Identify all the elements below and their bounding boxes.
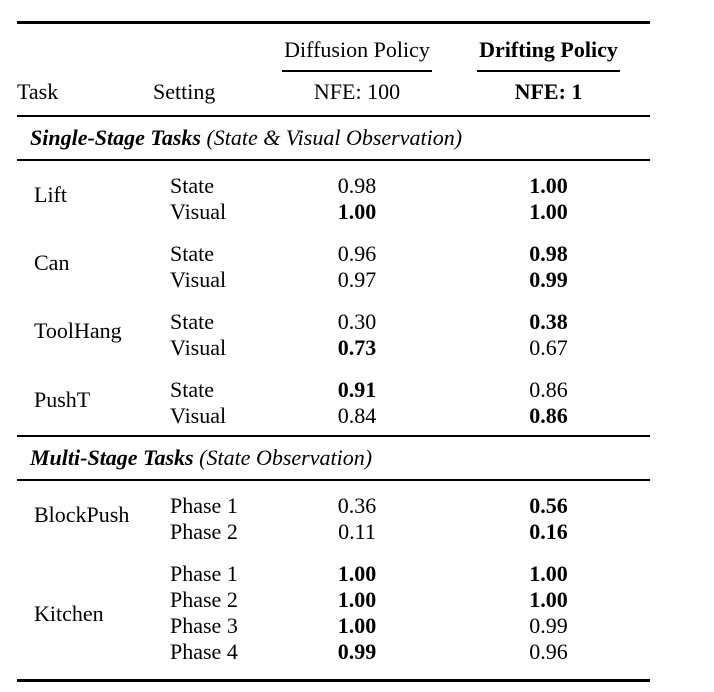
- task-label: Can: [34, 250, 70, 275]
- setting-label: Visual: [170, 199, 227, 224]
- results-table: Diffusion Policy Drifting Policy Task Se…: [17, 21, 650, 682]
- diffusion-value: 1.00: [337, 199, 377, 224]
- task-label: Lift: [34, 182, 67, 207]
- task-label: ToolHang: [34, 318, 122, 343]
- diffusion-value: 0.73: [337, 335, 377, 360]
- drifting-value: 1.00: [529, 561, 568, 586]
- table-row: Phase 2 1.00 1.00: [17, 587, 650, 613]
- table-row: Visual 1.00 1.00: [17, 199, 650, 229]
- col-header-task: Task: [17, 72, 153, 117]
- drifting-policy-title: Drifting Policy: [477, 37, 620, 72]
- drifting-value: 0.86: [529, 377, 568, 402]
- col-header-nfe-100: NFE: 100: [267, 72, 447, 117]
- header-spacer: [17, 23, 267, 73]
- diffusion-value: 1.00: [337, 613, 377, 638]
- drifting-value: 1.00: [529, 199, 568, 224]
- table-row: Visual 0.97 0.99: [17, 267, 650, 297]
- setting-label: Phase 4: [170, 639, 238, 664]
- section-header-single-stage: Single-Stage Tasks (State & Visual Obser…: [17, 116, 650, 161]
- setting-label: State: [170, 309, 214, 334]
- col-header-nfe-1: NFE: 1: [447, 72, 650, 117]
- section-title: Single-Stage Tasks: [30, 125, 201, 150]
- task-group-kitchen: Kitchen Phase 1 1.00 1.00 Phase 2 1.00 1…: [17, 549, 650, 681]
- diffusion-value: 0.96: [337, 241, 377, 266]
- col-header-diffusion-policy: Diffusion Policy: [267, 23, 447, 72]
- table-row: BlockPush Phase 1 0.36 0.56: [17, 480, 650, 527]
- diffusion-value: 0.91: [337, 377, 377, 402]
- drifting-value: 1.00: [529, 173, 568, 198]
- diffusion-value: 0.98: [337, 173, 377, 198]
- results-table-wrapper: Diffusion Policy Drifting Policy Task Se…: [17, 21, 650, 682]
- table-row: Phase 2 0.11 0.16: [17, 519, 650, 549]
- diffusion-value: 0.97: [337, 267, 377, 292]
- diffusion-value: 1.00: [337, 587, 377, 612]
- setting-label: Visual: [170, 267, 227, 292]
- setting-label: State: [170, 173, 214, 198]
- policy-header-row: Diffusion Policy Drifting Policy: [17, 23, 650, 73]
- drifting-value: 0.96: [529, 639, 568, 664]
- diffusion-value: 0.30: [337, 309, 377, 334]
- setting-label: Visual: [170, 335, 227, 360]
- drifting-value: 0.99: [529, 613, 568, 638]
- table-row: Visual 0.73 0.67: [17, 335, 650, 365]
- col-header-drifting-policy: Drifting Policy: [447, 23, 650, 72]
- drifting-value: 0.56: [529, 493, 568, 518]
- section-header-text: Multi-Stage Tasks (State Observation): [17, 435, 650, 481]
- section-header-multi-stage: Multi-Stage Tasks (State Observation): [17, 435, 650, 481]
- table-row: ToolHang State 0.30 0.38: [17, 297, 650, 343]
- setting-label: Phase 2: [170, 587, 238, 612]
- setting-label: Phase 2: [170, 519, 238, 544]
- section-single-stage: Single-Stage Tasks (State & Visual Obser…: [17, 116, 650, 161]
- setting-label: Visual: [170, 403, 227, 428]
- setting-label: Phase 3: [170, 613, 238, 638]
- diffusion-policy-title: Diffusion Policy: [282, 37, 432, 72]
- table-row: Phase 3 1.00 0.99: [17, 613, 650, 639]
- drifting-value: 0.86: [529, 403, 568, 428]
- table-row: Can State 0.96 0.98: [17, 229, 650, 275]
- table-row: PushT State 0.91 0.86: [17, 365, 650, 412]
- drifting-value: 0.98: [529, 241, 568, 266]
- subheader-row: Task Setting NFE: 100 NFE: 1: [17, 72, 650, 117]
- task-group-lift: Lift State 0.98 1.00 Visual 1.00 1.00: [17, 160, 650, 229]
- section-subtitle: (State & Visual Observation): [206, 125, 463, 150]
- drifting-value: 0.16: [529, 519, 568, 544]
- task-label: BlockPush: [34, 502, 130, 527]
- diffusion-value: 0.36: [337, 493, 377, 518]
- table-row: Phase 4 0.99 0.96: [17, 639, 650, 681]
- diffusion-value: 0.11: [338, 519, 376, 544]
- drifting-value: 0.67: [529, 335, 568, 360]
- section-multi-stage: Multi-Stage Tasks (State Observation): [17, 435, 650, 481]
- table-header: Diffusion Policy Drifting Policy Task Se…: [17, 23, 650, 117]
- task-label: PushT: [34, 387, 91, 412]
- drifting-value: 0.38: [529, 309, 568, 334]
- drifting-value: 1.00: [529, 587, 568, 612]
- section-header-text: Single-Stage Tasks (State & Visual Obser…: [17, 116, 650, 161]
- setting-label: State: [170, 241, 214, 266]
- setting-label: Phase 1: [170, 561, 238, 586]
- drifting-value: 0.99: [529, 267, 568, 292]
- table-row: Kitchen Phase 1 1.00 1.00: [17, 549, 650, 626]
- task-group-blockpush: BlockPush Phase 1 0.36 0.56 Phase 2 0.11…: [17, 480, 650, 549]
- setting-label: Phase 1: [170, 493, 238, 518]
- setting-label: State: [170, 377, 214, 402]
- task-group-toolhang: ToolHang State 0.30 0.38 Visual 0.73 0.6…: [17, 297, 650, 365]
- section-subtitle: (State Observation): [199, 445, 373, 470]
- task-group-pusht: PushT State 0.91 0.86 Visual 0.84 0.86: [17, 365, 650, 436]
- table-row: Lift State 0.98 1.00: [17, 160, 650, 207]
- diffusion-value: 0.84: [337, 403, 377, 428]
- diffusion-value: 0.99: [337, 639, 377, 664]
- task-group-can: Can State 0.96 0.98 Visual 0.97 0.99: [17, 229, 650, 297]
- col-header-setting: Setting: [153, 72, 267, 117]
- table-row: Visual 0.84 0.86: [17, 403, 650, 436]
- task-label: Kitchen: [34, 601, 104, 626]
- diffusion-value: 1.00: [337, 561, 377, 586]
- section-title: Multi-Stage Tasks: [30, 445, 194, 470]
